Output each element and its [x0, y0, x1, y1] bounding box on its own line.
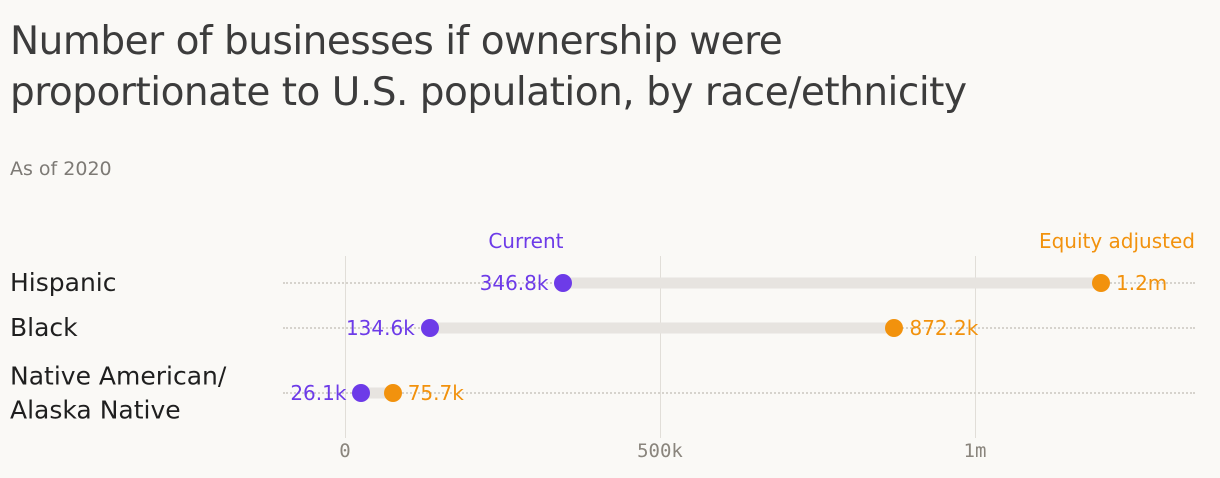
current-value-label: 346.8k: [479, 271, 549, 295]
equity-adjusted-value-label: 75.7k: [407, 381, 464, 405]
equity-adjusted-value-label: 1.2m: [1116, 271, 1168, 295]
current-dot[interactable]: [554, 274, 573, 292]
x-gridline: [660, 256, 661, 438]
equity-adjusted-dot[interactable]: [885, 319, 904, 337]
category-label: Hispanic: [10, 268, 117, 298]
dumbbell-connector: [361, 387, 393, 399]
chart-title: Number of businesses if ownership were p…: [10, 19, 967, 116]
category-label: Black: [10, 313, 78, 343]
current-value-label: 26.1k: [290, 381, 347, 405]
current-dot[interactable]: [352, 384, 371, 402]
legend-equity-adjusted: Equity adjusted: [1038, 229, 1195, 253]
current-value-label: 134.6k: [345, 316, 415, 340]
x-tick-label: 0: [339, 440, 351, 462]
equity-adjusted-dot[interactable]: [383, 384, 402, 402]
row-leader-line: [283, 392, 1195, 394]
x-gridline: [975, 256, 976, 438]
equity-adjusted-value-label: 872.2k: [909, 316, 979, 340]
chart-subtitle: As of 2020: [10, 158, 112, 180]
dumbbell-connector: [429, 322, 895, 334]
x-tick-label: 500k: [637, 440, 683, 462]
category-label: Native American/ Alaska Native: [10, 361, 227, 424]
x-gridline: [345, 256, 346, 438]
x-tick-label: 1m: [963, 440, 987, 462]
legend-current: Current: [488, 229, 564, 253]
equity-adjusted-dot[interactable]: [1092, 274, 1110, 292]
current-dot[interactable]: [420, 319, 439, 337]
dumbbell-connector: [563, 277, 1101, 289]
